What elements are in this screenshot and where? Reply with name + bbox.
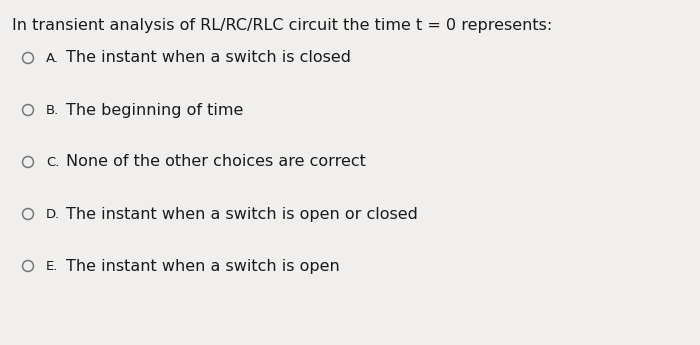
Circle shape	[22, 52, 34, 63]
Circle shape	[22, 260, 34, 272]
Text: The instant when a switch is open: The instant when a switch is open	[66, 258, 340, 274]
Text: A.: A.	[46, 51, 59, 65]
Text: None of the other choices are correct: None of the other choices are correct	[66, 155, 366, 169]
Text: C.: C.	[46, 156, 60, 168]
Text: The instant when a switch is closed: The instant when a switch is closed	[66, 50, 351, 66]
Circle shape	[22, 208, 34, 219]
Text: The instant when a switch is open or closed: The instant when a switch is open or clo…	[66, 207, 418, 221]
Circle shape	[22, 157, 34, 168]
Circle shape	[22, 105, 34, 116]
Text: In transient analysis of RL/RC/RLC circuit the time t = 0 represents:: In transient analysis of RL/RC/RLC circu…	[12, 18, 552, 33]
Text: B.: B.	[46, 104, 60, 117]
Text: D.: D.	[46, 207, 60, 220]
Text: E.: E.	[46, 259, 58, 273]
Text: The beginning of time: The beginning of time	[66, 102, 244, 118]
